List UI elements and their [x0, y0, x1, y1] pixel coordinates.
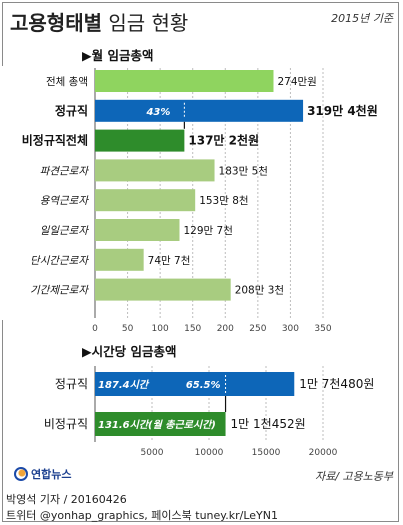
- chart2-inner-label: 131.6시간(월 총근로시간): [98, 419, 216, 431]
- chart1-value-label: 208만 3천: [235, 285, 284, 297]
- chart1-category-label: 일일근로자: [40, 225, 90, 237]
- chart1-bar: [95, 99, 304, 122]
- chart2-value-label: 1만 1천452원: [231, 416, 306, 431]
- chart1-bar: [95, 189, 196, 212]
- chart2-tick-label: 10000: [195, 448, 224, 458]
- chart1-value-label: 319만 4천원: [307, 103, 378, 118]
- chart1-category-label: 전체 총액: [46, 76, 88, 88]
- chart1-value-label: 137만 2천원: [188, 133, 259, 148]
- chart1-bar: [95, 70, 274, 92]
- chart1-value-label: 183만 5천: [219, 165, 268, 177]
- title-rest: 임금 현황: [102, 11, 188, 35]
- chart2-ratio-label: 65.5%: [186, 380, 221, 391]
- social-credit: 트위터 @yonhap_graphics, 페이스북 tuney.kr/LeYN…: [6, 509, 278, 522]
- chart1-category-label: 용역근로자: [40, 195, 90, 207]
- chart1-tick-label: 100: [152, 324, 169, 334]
- chart2-category-label: 비정규직: [44, 417, 88, 431]
- hourly-wage-chart: 5000 10000 15000 20000 정규직 1만 7천480원 187.4시간비정…: [44, 366, 374, 458]
- byline: 박영석 기자 / 20160426: [6, 493, 127, 506]
- chart2-bar: [95, 412, 226, 436]
- yonhap-logo-icon: [14, 467, 28, 481]
- chart1-value-label: 274만원: [277, 76, 316, 88]
- year-note: 2015년 기준: [331, 12, 394, 25]
- chart2-value-label: 1만 7천480원: [299, 376, 374, 391]
- chart1-tick-label: 150: [184, 324, 201, 334]
- chart1-category-label: 파견근로자: [40, 165, 90, 177]
- chart1-tick-label: 350: [314, 324, 331, 334]
- svg-text:고용형태별 임금 현황: 고용형태별 임금 현황: [10, 11, 188, 35]
- chart2-category-label: 정규직: [55, 377, 88, 391]
- chart1-bar: [95, 278, 231, 301]
- chart1-category-label: 정규직: [55, 103, 88, 118]
- chart1-tick-label: 50: [122, 324, 134, 334]
- chart1-tick-label: 200: [217, 324, 234, 334]
- chart1-category-label: 단시간근로자: [30, 255, 89, 267]
- chart2-tick-label: 20000: [309, 448, 338, 458]
- chart1-value-label: 74만 7천: [148, 255, 191, 267]
- chart1-value-label: 129만 7천: [183, 225, 232, 237]
- chart1-bar: [95, 248, 144, 271]
- title-bold: 고용형태별: [10, 11, 102, 35]
- chart1-category-label: 비정규직전체: [22, 133, 88, 148]
- chart2-tick-label: 5000: [141, 448, 164, 458]
- yonhap-logo: 연합뉴스: [14, 466, 71, 482]
- chart1-tick-label: 0: [92, 324, 98, 334]
- chart2-tick-label: 15000: [252, 448, 281, 458]
- source-note: 자료/ 고용노동부: [315, 470, 394, 483]
- chart1-bar: [95, 159, 215, 182]
- chart1-value-label: 153만 8천: [199, 195, 248, 207]
- chart1-bar: [95, 129, 185, 152]
- chart2-title: ▶시간당 임금총액: [82, 344, 176, 359]
- chart1-ratio-label: 43%: [145, 107, 170, 118]
- chart1-bar: [95, 219, 180, 241]
- chart1-tick-label: 300: [282, 324, 299, 334]
- chart2-inner-label: 187.4시간: [98, 379, 150, 391]
- chart1-title: ▶월 임금총액: [82, 48, 153, 63]
- chart1-category-label: 기간제근로자: [30, 285, 89, 297]
- chart2-bar: [95, 372, 295, 396]
- chart1-tick-label: 250: [249, 324, 266, 334]
- logo-text: 연합뉴스: [31, 468, 72, 481]
